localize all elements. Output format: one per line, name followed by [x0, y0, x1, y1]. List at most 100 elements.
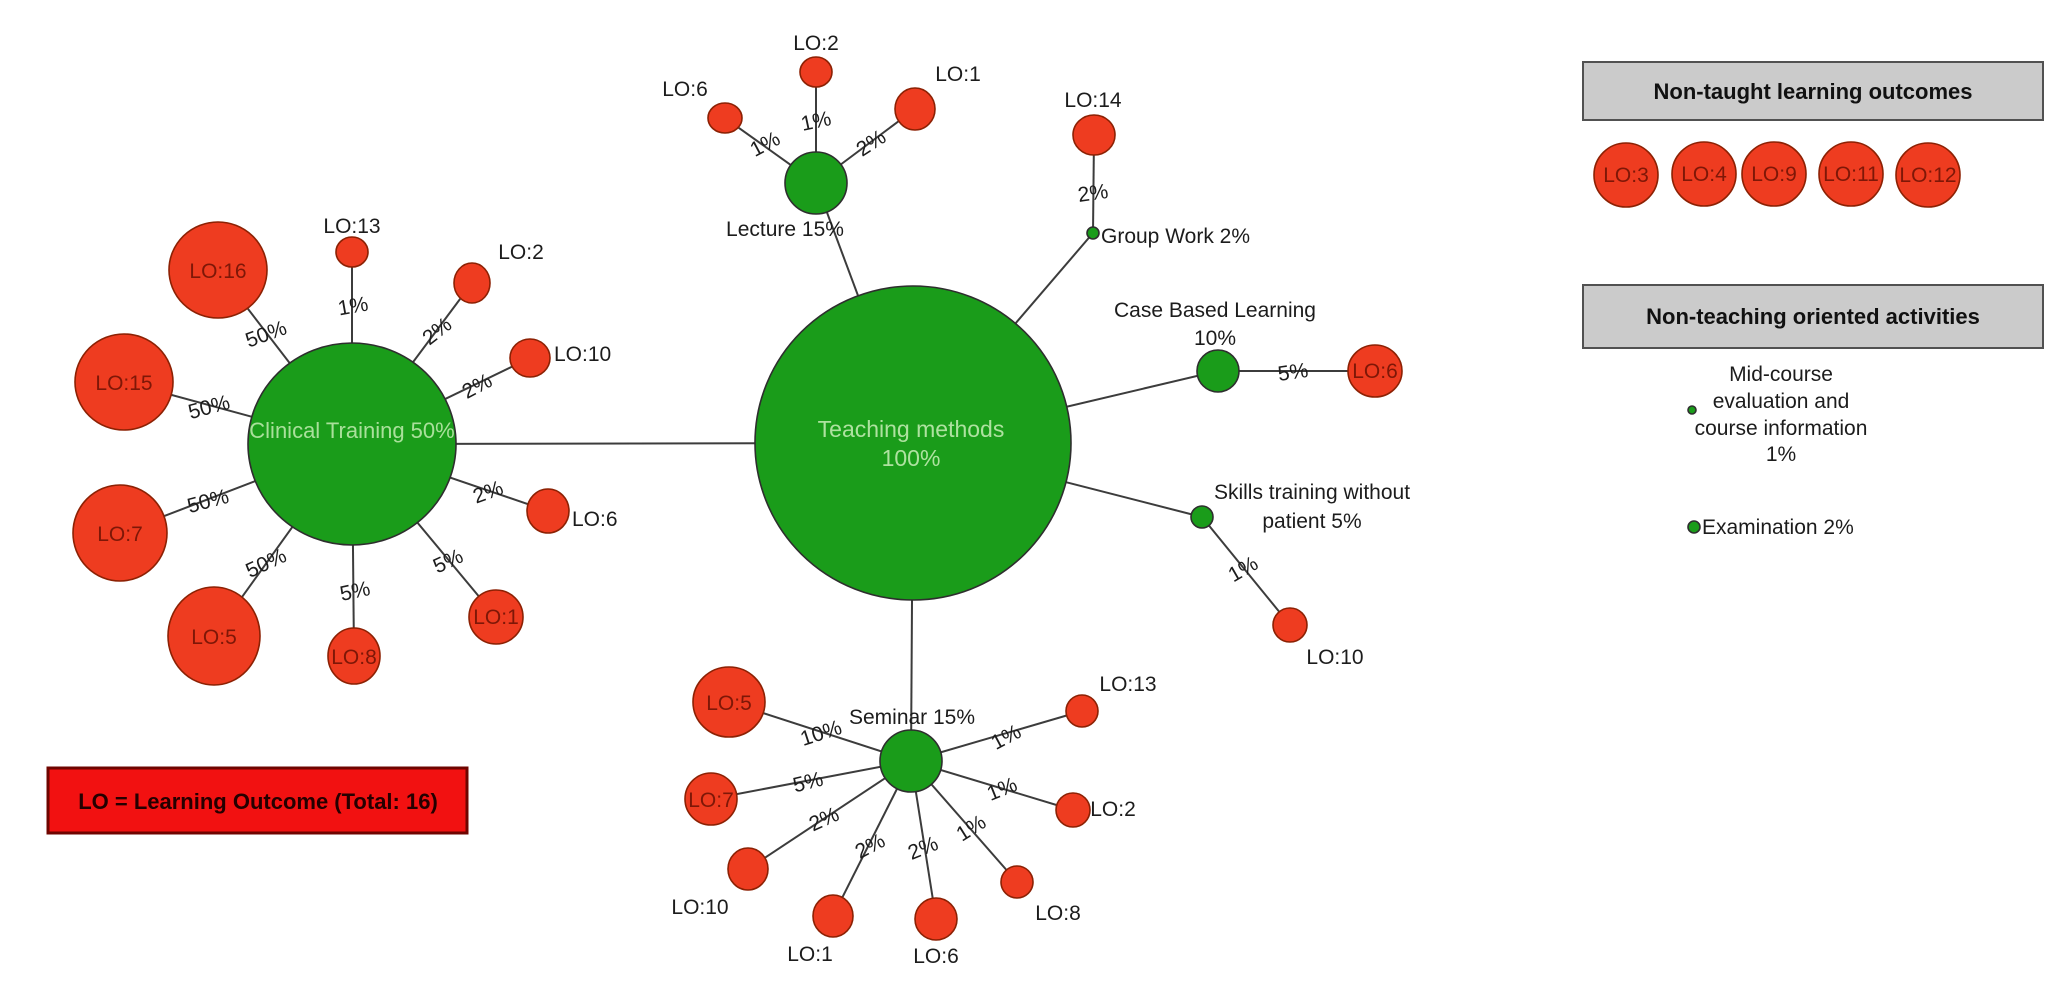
clinical-lo13-circle — [335, 236, 369, 268]
clinical-lo5-circle — [167, 586, 261, 686]
teaching-methods-circle — [754, 285, 1072, 601]
clinical-lo7-circle — [72, 484, 168, 582]
casebased-lo6-circle — [1347, 344, 1403, 398]
clinical-lo15-pct: 50% — [186, 391, 233, 424]
seminar-lo10-label: LO:10 — [671, 896, 728, 919]
seminar-lo1-label: LO:1 — [787, 943, 833, 966]
casebased-lo6-pct: 5% — [1276, 359, 1309, 386]
mid-course-label-line2: evaluation and — [1713, 390, 1850, 413]
seminar-lo10-pct: 2% — [806, 803, 843, 836]
seminar-lo6-pct: 2% — [905, 832, 942, 865]
seminar-lo2-pct: 1% — [984, 773, 1021, 806]
skills-label-line2: patient 5% — [1262, 510, 1361, 533]
clinical-lo15-label: LO:15 — [95, 372, 152, 395]
case-based-label-line2: 10% — [1194, 327, 1236, 350]
seminar-lo8-label: LO:8 — [1035, 902, 1081, 925]
lecture-label: Lecture 15% — [726, 218, 844, 241]
clinical-lo6-pct: 2% — [470, 476, 506, 508]
seminar-lo8-circle — [1000, 865, 1034, 899]
lecture-lo2-label: LO:2 — [793, 32, 839, 55]
mid-course-label-line3: course information — [1695, 417, 1868, 440]
non-teaching-panel-title: Non-teaching oriented activities — [1646, 304, 1980, 329]
clinical-training-circle — [247, 342, 457, 546]
nontaught-lo9-circle — [1741, 141, 1807, 207]
lecture-cluster: Lecture 15% LO:6 1% LO:2 1% LO:1 2% — [662, 32, 981, 241]
clinical-lo13-pct: 1% — [336, 293, 370, 321]
mid-course-label-line1: Mid-course — [1729, 363, 1833, 386]
clinical-lo2-label: LO:2 — [498, 241, 544, 264]
lecture-lo2-circle — [799, 56, 833, 88]
clinical-lo10-pct: 2% — [458, 369, 496, 404]
edge-skills-lo10 — [1201, 516, 1291, 626]
seminar-lo6-circle — [914, 897, 958, 941]
lecture-lo6-label: LO:6 — [662, 78, 708, 101]
nontaught-lo4-label: LO:4 — [1681, 163, 1727, 186]
clinical-lo1-label: LO:1 — [473, 606, 519, 629]
skills-label-line1: Skills training without — [1214, 481, 1410, 504]
seminar-lo13-pct: 1% — [987, 720, 1025, 755]
lecture-lo1-label: LO:1 — [935, 63, 981, 86]
clinical-lo8-label: LO:8 — [331, 646, 377, 669]
group-work-dot — [1086, 226, 1100, 240]
case-based-label-line1: Case Based Learning — [1114, 299, 1316, 322]
skills-circle — [1190, 505, 1214, 529]
non-teaching-panel: Non-teaching oriented activities Mid-cou… — [1582, 284, 2044, 539]
nontaught-lo12-circle — [1895, 142, 1961, 208]
teaching-methods-label-line2: 100% — [882, 445, 941, 471]
seminar-lo1-circle — [812, 894, 854, 938]
clinical-lo5-pct: 50% — [242, 544, 290, 583]
clinical-lo16-pct: 50% — [242, 316, 289, 352]
clinical-lo2-circle — [453, 262, 491, 304]
seminar-lo13-label: LO:13 — [1099, 673, 1156, 696]
teaching-methods-label-line1: Teaching methods — [818, 416, 1005, 442]
seminar-lo5-circle — [692, 666, 766, 738]
seminar-lo5-label: LO:5 — [706, 692, 752, 715]
skills-lo10-label: LO:10 — [1306, 646, 1363, 669]
non-taught-panel: Non-taught learning outcomes LO:3 LO:4 L… — [1582, 61, 2044, 208]
seminar-lo6-label: LO:6 — [913, 945, 959, 968]
clinical-lo7-pct: 50% — [185, 485, 232, 518]
examination-dot — [1687, 520, 1701, 534]
mid-course-label-line4: 1% — [1766, 443, 1796, 466]
group-work-cluster: Group Work 2% LO:14 2% — [1064, 89, 1250, 248]
group-work-label: Group Work 2% — [1101, 225, 1250, 248]
lecture-lo2-pct: 1% — [799, 107, 833, 136]
nontaught-lo11-circle — [1818, 141, 1884, 207]
clinical-lo6-label: LO:6 — [572, 508, 618, 531]
clinical-lo16-label: LO:16 — [189, 260, 246, 283]
nontaught-lo3-circle — [1593, 142, 1659, 208]
edge-seminar-lo7 — [710, 760, 912, 800]
case-based-learning-cluster: Case Based Learning 10% LO:6 5% — [1114, 299, 1403, 398]
clinical-training-cluster: Clinical Training 50% LO:16 50% LO:13 1%… — [72, 215, 618, 686]
nontaught-lo3-label: LO:3 — [1603, 164, 1649, 187]
seminar-label: Seminar 15% — [849, 706, 975, 729]
edge-seminar-lo10 — [747, 760, 912, 870]
note-box — [46, 766, 469, 835]
skills-lo10-pct: 1% — [1224, 552, 1262, 587]
clinical-lo1-circle — [468, 589, 524, 645]
clinical-lo10-label: LO:10 — [554, 343, 611, 366]
clinical-lo8-circle — [327, 627, 381, 685]
lecture-lo6-circle — [707, 102, 743, 134]
casebased-lo6-label: LO:6 — [1352, 360, 1398, 383]
lecture-lo1-circle — [894, 87, 936, 131]
nontaught-lo4-circle — [1671, 141, 1737, 207]
nontaught-lo12-label: LO:12 — [1899, 164, 1956, 187]
nontaught-lo11-label: LO:11 — [1823, 163, 1879, 186]
clinical-lo15-circle — [74, 333, 174, 431]
clinical-lo6-circle — [526, 488, 570, 534]
clinical-training-label: Clinical Training 50% — [249, 418, 454, 443]
clinical-lo16-circle — [168, 221, 268, 319]
seminar-lo13-circle — [1065, 694, 1099, 728]
teaching-methods-hub: Teaching methods 100% — [754, 285, 1072, 601]
case-based-circle — [1196, 349, 1240, 393]
clinical-lo13-label: LO:13 — [323, 215, 380, 238]
groupwork-lo14-circle — [1072, 114, 1116, 156]
seminar-lo2-circle — [1055, 792, 1091, 828]
non-teaching-panel-box — [1582, 284, 2044, 349]
seminar-lo1-pct: 2% — [851, 829, 889, 864]
seminar-circle — [879, 729, 943, 793]
note-box-group: LO = Learning Outcome (Total: 16) — [46, 766, 469, 835]
